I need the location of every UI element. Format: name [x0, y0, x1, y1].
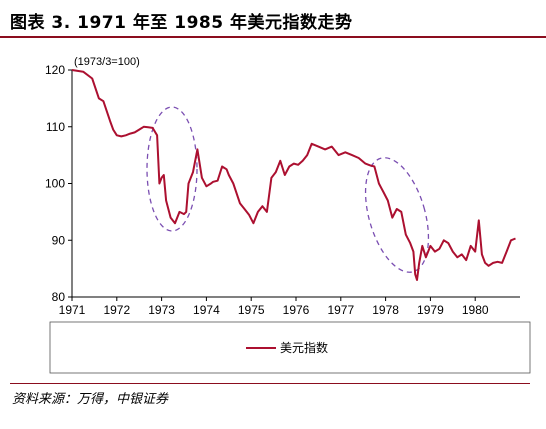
source-rule: [10, 383, 530, 384]
y-tick-label: 80: [52, 290, 66, 304]
legend-box: [49, 321, 531, 374]
legend-label: 美元指数: [280, 340, 328, 355]
x-tick-label: 1976: [283, 303, 310, 317]
x-tick-label: 1975: [238, 303, 265, 317]
x-ticks: 1971 1972 1973 1974 1975 1976 1977 1978 1979 1980: [59, 297, 489, 317]
x-tick-label: 1973: [148, 303, 175, 317]
title-rule: [0, 36, 546, 38]
x-tick-label: 1978: [372, 303, 399, 317]
highlight-ellipse-1973: [146, 106, 198, 232]
x-tick-label: 1971: [59, 303, 86, 317]
y-tick-label: 110: [46, 120, 65, 134]
unit-label: (1973/3=100): [74, 56, 140, 68]
series-line-dollar-index: [71, 69, 516, 281]
y-tick-label: 100: [45, 177, 65, 191]
y-tick-label: 120: [45, 63, 65, 77]
legend: 美元指数: [49, 321, 531, 374]
x-tick-label: 1972: [103, 303, 130, 317]
figure-title: 图表 3. 1971 年至 1985 年美元指数走势: [10, 13, 353, 33]
source-note: 资料来源：万得，中银证券: [12, 392, 169, 407]
y-ticks: 80 90 100 110 120: [45, 63, 72, 304]
y-tick-label: 90: [52, 233, 66, 247]
highlight-ellipse-1978: [364, 157, 430, 273]
x-tick-label: 1980: [462, 303, 489, 317]
x-tick-label: 1977: [327, 303, 354, 317]
x-tick-label: 1979: [417, 303, 444, 317]
x-tick-label: 1974: [193, 303, 220, 317]
